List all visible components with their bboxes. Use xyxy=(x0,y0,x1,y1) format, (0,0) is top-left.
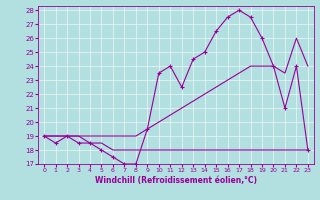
X-axis label: Windchill (Refroidissement éolien,°C): Windchill (Refroidissement éolien,°C) xyxy=(95,176,257,185)
